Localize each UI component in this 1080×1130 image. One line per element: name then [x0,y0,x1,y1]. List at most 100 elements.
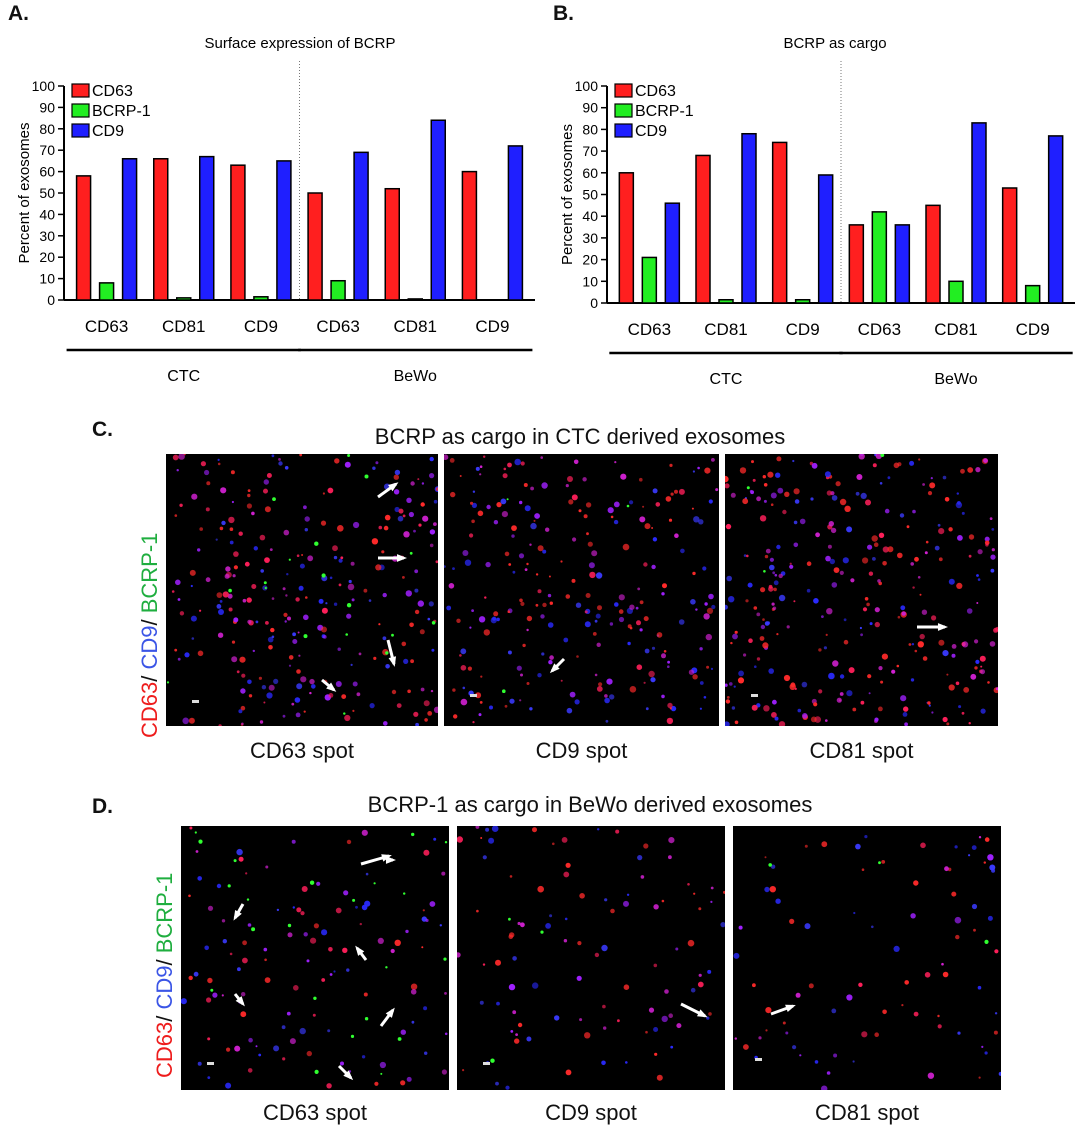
bcrp1-spot [411,832,415,837]
exosome-spot [482,963,486,966]
panel-d-spot-label-cd9: CD9 spot [545,1100,637,1125]
exosome-spot [548,575,551,578]
exosome-spot [582,477,587,482]
exosome-spot [604,694,608,698]
exosome-spot [692,571,696,576]
exosome-spot [414,609,420,615]
exosome-spot [846,994,853,1001]
bcrp1-spot [347,454,351,457]
exosome-spot [723,890,725,894]
exosome-spot [403,531,410,538]
micrograph-c-cd63-spot [166,454,438,726]
exosome-spot [299,454,303,457]
exosome-spot [702,566,707,571]
exosome-spot [251,511,255,516]
exosome-spot [204,945,209,951]
exosome-spot [221,919,226,923]
exosome-spot [604,898,608,902]
exosome-spot [287,932,293,938]
exosome-spot [184,652,190,658]
exosome-spot [871,925,874,929]
bcrp1-spot [343,712,346,715]
exosome-spot [479,465,483,468]
exosome-spot [980,665,983,668]
exosome-spot [897,552,903,559]
exosome-spot [311,684,316,689]
exosome-spot [664,989,669,994]
exosome-spot [174,648,178,652]
exosome-spot [821,615,824,618]
exosome-spot [283,529,290,536]
exosome-spot [413,529,416,533]
exosome-spot [431,648,435,652]
exosome-spot [618,594,625,601]
exosome-spot [596,686,603,692]
arrow-head [343,1070,354,1081]
exosome-spot [734,720,739,725]
exosome-spot [390,948,395,954]
panel-d-spot-label-cd63: CD63 spot [263,1100,367,1125]
exosome-spot [614,461,617,464]
exosome-spot [410,481,415,486]
exosome-spot [229,540,234,545]
exosome-spot [737,677,745,684]
exosome-spot [231,500,234,504]
exosome-spot [808,983,814,989]
y-tick-label: 80 [582,121,598,137]
exosome-spot [268,645,273,650]
exosome-spot [520,922,525,928]
exosome-spot [946,673,949,676]
panel-c-spot-label-cd63: CD63 spot [250,738,354,763]
bar-cd63-4 [925,204,941,304]
exosome-spot [842,557,849,564]
exosome-spot [321,626,327,633]
exosome-spot [547,622,554,628]
exosome-spot [942,650,949,657]
exosome-spot [976,602,979,604]
exosome-spot [635,606,639,610]
exosome-spot [799,1054,802,1057]
exosome-spot [983,458,988,463]
exosome-spot [919,593,922,596]
exosome-spot [333,970,336,973]
exosome-spot [942,716,948,723]
exosome-spot [584,621,591,628]
exosome-spot [351,598,355,602]
exosome-spot [918,458,921,461]
bcrp1-spot [364,474,369,479]
exosome-spot [177,598,181,601]
arrow-indicator [233,903,245,921]
exosome-spot [743,1044,749,1050]
exosome-spot [725,523,732,530]
exosome-spot [507,462,512,468]
exosome-spot [643,681,646,684]
exosome-spot [601,1060,606,1066]
exosome-spot [233,617,239,623]
exosome-spot [917,576,921,579]
x-tick-label: CD81 [162,317,205,336]
exosome-spot [579,893,585,899]
exosome-spot [874,621,880,628]
exosome-spot [470,501,474,505]
exosome-spot [394,939,401,946]
exosome-spot [282,1057,286,1061]
exosome-spot [855,491,860,496]
bar-cd9-4 [430,119,446,301]
exosome-spot [871,535,878,542]
exosome-spot [977,578,981,581]
exosome-spot [874,607,880,613]
exosome-spot [697,981,704,988]
exosome-spot [785,1031,789,1035]
exosome-spot [747,582,753,588]
micrograph-c-cd9-spot [444,454,719,726]
exosome-spot [575,602,582,608]
exosome-spot [720,922,725,928]
exosome-spot [866,602,870,607]
exosome-spot [512,956,517,961]
exosome-spot [462,686,466,690]
exosome-spot [957,1031,961,1035]
exosome-spot [385,664,390,669]
exosome-spot [623,984,630,990]
micrograph-c-cd81-spot [725,454,998,726]
bar-bcrp-1-2 [794,298,811,304]
